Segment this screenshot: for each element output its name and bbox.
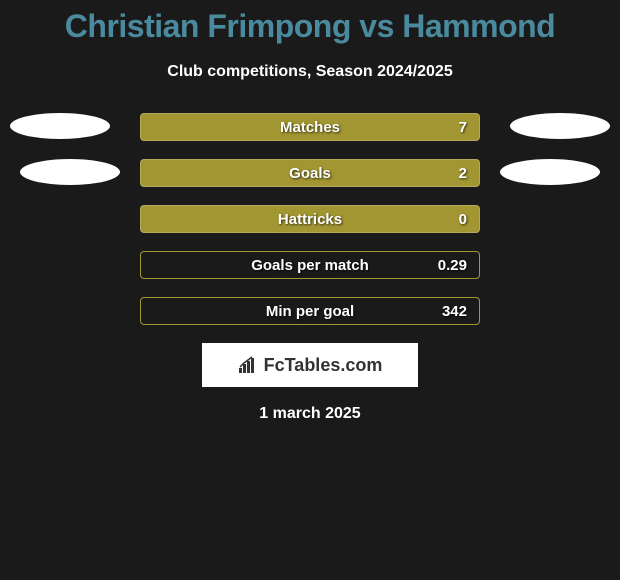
date-label: 1 march 2025 bbox=[0, 405, 620, 423]
page-subtitle: Club competitions, Season 2024/2025 bbox=[0, 63, 620, 81]
main-container: Christian Frimpong vs Hammond Club compe… bbox=[0, 0, 620, 423]
bar-label-goals-per-match: Goals per match bbox=[251, 257, 369, 274]
stat-row-hattricks: Hattricks 0 bbox=[0, 205, 620, 233]
stats-area: Matches 7 Goals 2 Hattricks 0 Goals per … bbox=[0, 113, 620, 423]
stat-row-min-per-goal: Min per goal 342 bbox=[0, 297, 620, 325]
bar-label-matches: Matches bbox=[280, 119, 340, 136]
bar-value-goals-per-match: 0.29 bbox=[438, 257, 467, 274]
bar-label-hattricks: Hattricks bbox=[278, 211, 342, 228]
logo-box[interactable]: FcTables.com bbox=[202, 343, 418, 387]
bar-value-min-per-goal: 342 bbox=[442, 303, 467, 320]
stat-row-goals: Goals 2 bbox=[0, 159, 620, 187]
bar-min-per-goal: Min per goal 342 bbox=[140, 297, 480, 325]
stat-row-matches: Matches 7 bbox=[0, 113, 620, 141]
chart-icon bbox=[238, 356, 258, 374]
stat-row-goals-per-match: Goals per match 0.29 bbox=[0, 251, 620, 279]
bar-label-goals: Goals bbox=[289, 165, 331, 182]
logo-text: FcTables.com bbox=[264, 355, 383, 376]
bar-value-hattricks: 0 bbox=[459, 211, 467, 228]
page-title: Christian Frimpong vs Hammond bbox=[0, 0, 620, 45]
bar-goals-per-match: Goals per match 0.29 bbox=[140, 251, 480, 279]
bar-value-goals: 2 bbox=[459, 165, 467, 182]
bar-matches: Matches 7 bbox=[140, 113, 480, 141]
bar-goals: Goals 2 bbox=[140, 159, 480, 187]
bar-hattricks: Hattricks 0 bbox=[140, 205, 480, 233]
bar-label-min-per-goal: Min per goal bbox=[266, 303, 354, 320]
bar-value-matches: 7 bbox=[459, 119, 467, 136]
